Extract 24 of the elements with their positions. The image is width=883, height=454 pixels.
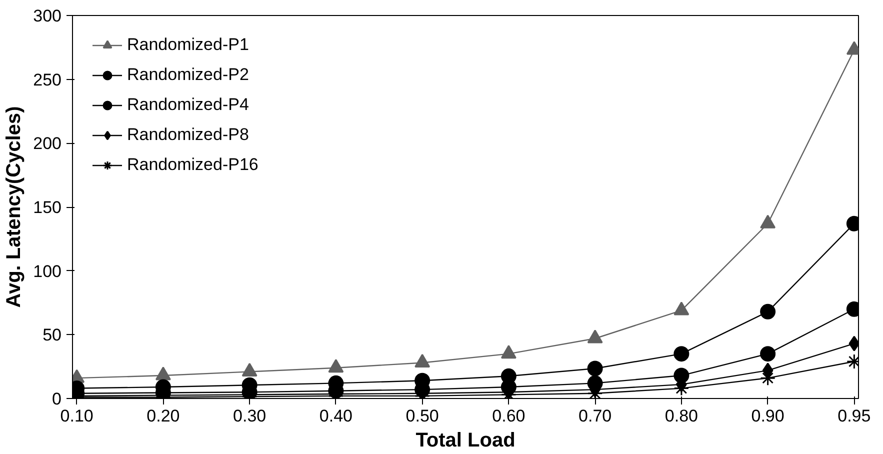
y-tick-label: 200 (33, 134, 62, 154)
y-tick-label: 300 (33, 6, 62, 26)
x-tick-label: 0.20 (146, 406, 180, 426)
legend-label: Randomized-P2 (127, 65, 249, 85)
x-axis-title: Total Load (416, 430, 516, 452)
y-tick-label: 250 (33, 70, 62, 90)
x-tick-label: 0.80 (664, 406, 698, 426)
x-tick-label: 0.40 (319, 406, 352, 426)
legend-label: Randomized-P16 (127, 155, 258, 175)
legend-label: Randomized-P8 (127, 125, 249, 145)
y-tick-label: 50 (42, 326, 62, 345)
x-tick-label: 0.10 (60, 406, 94, 426)
x-tick-label: 0.30 (233, 406, 266, 426)
x-tick-label: 0.60 (492, 406, 526, 426)
y-tick-label: 150 (33, 198, 62, 217)
x-tick-label: 0.90 (751, 406, 784, 426)
legend-label: Randomized-P4 (127, 95, 249, 115)
x-tick-label: 0.50 (406, 406, 439, 426)
y-tick-label: 0 (52, 390, 62, 408)
legend-label: Randomized-P1 (127, 35, 249, 55)
x-tick-label: 0.70 (578, 406, 612, 426)
x-tick-label: 0.95 (838, 406, 871, 426)
y-axis-title: Avg. Latency(Cycles) (3, 106, 26, 308)
y-tick-label: 100 (33, 262, 62, 281)
